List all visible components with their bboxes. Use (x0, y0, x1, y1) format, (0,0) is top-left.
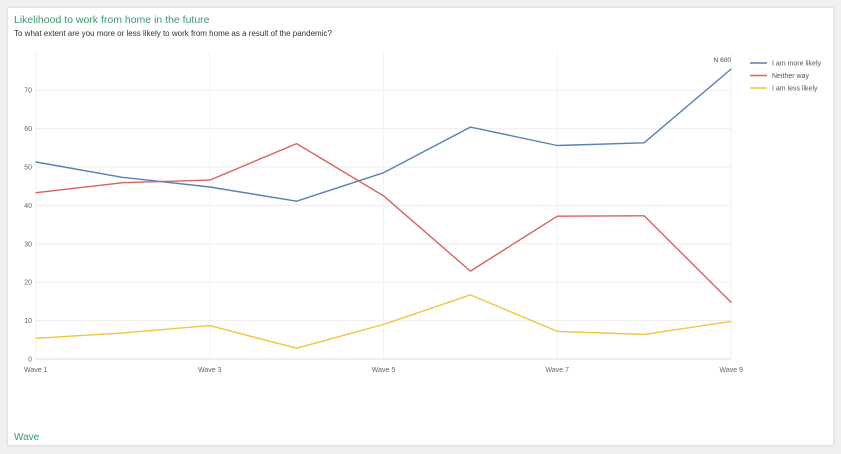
legend-label-2: Neither way (772, 73, 809, 80)
y-tick-label-20: 20 (24, 280, 32, 287)
series-line-2 (35, 142, 732, 303)
x-tick-label-9: Wave 9 (720, 367, 744, 374)
chart-subtitle: To what extent are you more or less like… (14, 29, 332, 38)
legend-label-3: I am less likely (772, 86, 818, 93)
series-line-1 (35, 68, 732, 202)
series-line-3 (35, 294, 732, 349)
y-tick-label-0: 0 (28, 357, 32, 364)
y-tick-label-30: 30 (24, 241, 32, 248)
x-tick-label-7: Wave 7 (546, 367, 570, 374)
legend-label-1: I am more likely (772, 61, 822, 68)
x-tick-label-1: Wave 1 (24, 367, 48, 374)
x-axis-title: Wave (14, 432, 40, 443)
y-tick-label-50: 50 (24, 165, 32, 172)
sample-size-annotation: N 600 (714, 57, 732, 64)
x-tick-label-3: Wave 3 (198, 367, 222, 374)
x-tick-label-5: Wave 5 (372, 367, 396, 374)
y-tick-label-10: 10 (24, 318, 32, 325)
y-tick-label-70: 70 (24, 88, 32, 95)
y-tick-label-40: 40 (24, 203, 32, 210)
chart-title: Likelihood to work from home in the futu… (14, 14, 210, 26)
y-tick-label-60: 60 (24, 126, 32, 133)
chart-card: Likelihood to work from home in the futu… (7, 7, 834, 446)
